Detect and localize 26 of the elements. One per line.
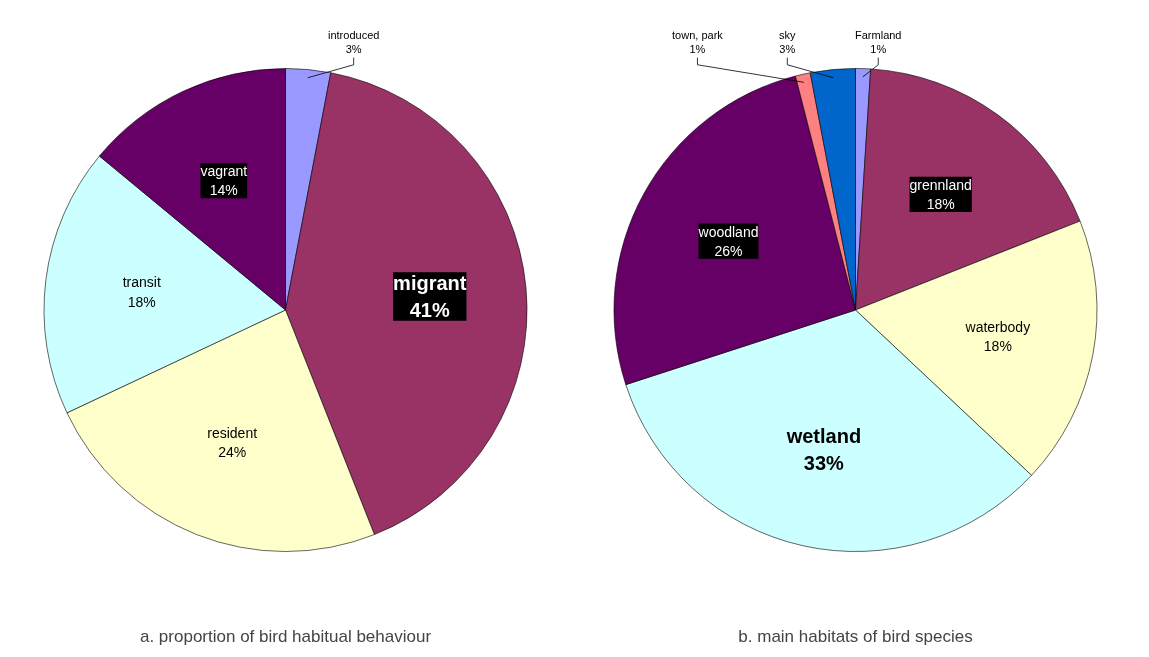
data-label: 18% <box>127 293 156 310</box>
slice-label: introduced <box>328 28 380 41</box>
slice-label: resident <box>207 425 258 442</box>
slice-label: town, park <box>672 28 724 41</box>
text: a. proportion of bird habitual behaviour <box>139 626 432 646</box>
data-label: 33% <box>803 451 845 474</box>
data-label: 41% <box>409 298 450 321</box>
text: b. main habitats of bird species <box>738 626 973 646</box>
slice-label: wetland <box>785 425 862 448</box>
data-label: 24% <box>218 444 247 461</box>
data-label: 3% <box>779 43 796 56</box>
slice-label: grennland <box>909 176 972 193</box>
data-label: 26% <box>714 242 743 259</box>
data-label: 18% <box>926 196 955 213</box>
slice-label: Farmland <box>855 28 902 41</box>
data-label: 14% <box>209 182 238 199</box>
slice-label: vagrant <box>200 163 248 180</box>
data-label: 1% <box>870 43 887 56</box>
slice-label: woodland <box>697 223 759 240</box>
slice-label: transit <box>122 274 161 291</box>
slice-label: migrant <box>393 272 467 295</box>
data-label: 3% <box>345 43 362 56</box>
data-label: 18% <box>983 338 1012 355</box>
data-label: 1% <box>689 43 706 56</box>
slice-label: waterbody <box>964 319 1031 336</box>
slice-label: sky <box>779 28 797 41</box>
